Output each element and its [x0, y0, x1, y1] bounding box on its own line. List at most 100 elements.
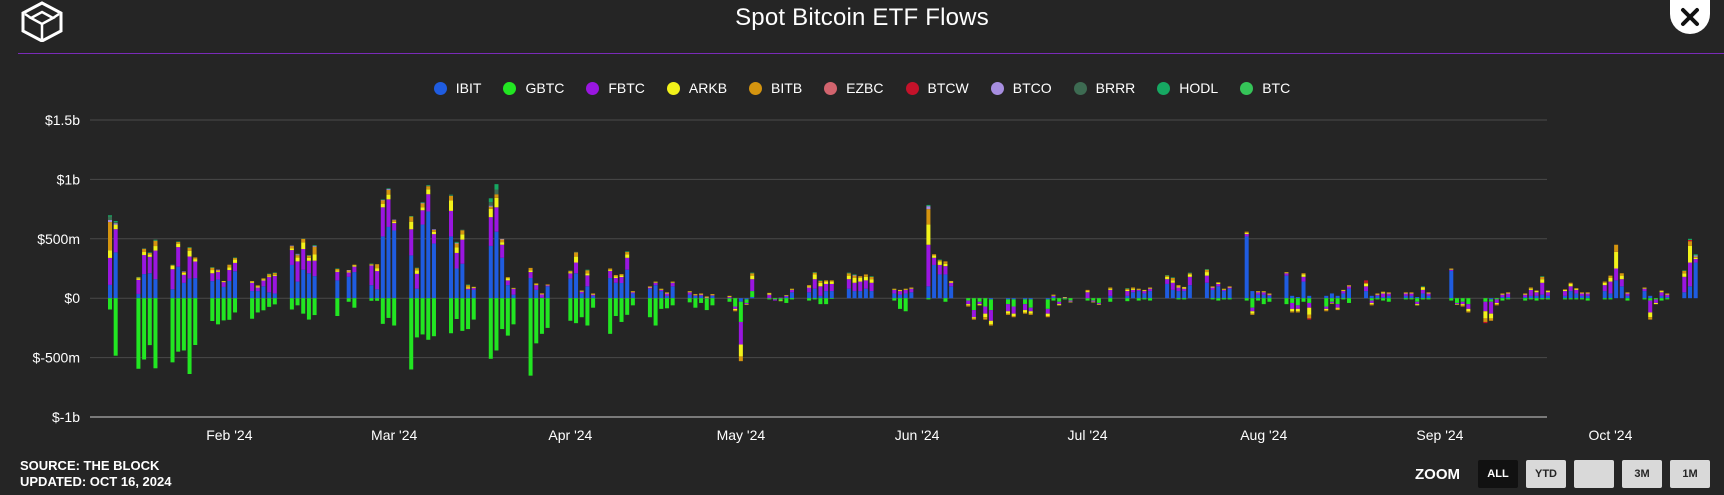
- bar-segment-arkb: [460, 234, 465, 240]
- bar-segment-bitb: [710, 294, 715, 295]
- bar-segment-btco: [1693, 255, 1698, 257]
- bar-segment-ibit: [1187, 285, 1192, 299]
- zoom-all-button[interactable]: ALL: [1478, 460, 1518, 488]
- legend-item-btco[interactable]: BTCO: [990, 80, 1052, 96]
- bar-segment-arkb: [591, 294, 596, 295]
- bar-segment-bitb: [1426, 292, 1431, 293]
- legend-label: GBTC: [525, 80, 565, 96]
- legend-item-bitb[interactable]: BITB: [749, 80, 802, 96]
- bar-segment-gbtc: [1045, 299, 1050, 309]
- bar-segment-ibit: [744, 298, 749, 300]
- bar-segment-arkb: [807, 286, 812, 288]
- bar-segment-arkb: [846, 275, 851, 280]
- bar-segment-fbtc: [1324, 306, 1329, 309]
- legend-item-gbtc[interactable]: GBTC: [503, 80, 564, 96]
- bar-segment-arkb: [1500, 294, 1505, 295]
- x-tick-label: Mar '24: [371, 427, 417, 443]
- bar-segment-fbtc: [1523, 294, 1528, 298]
- bar-segment-bitb: [187, 247, 192, 251]
- bar-segment-bitb: [863, 274, 868, 277]
- bar-segment-bitb: [1227, 286, 1232, 287]
- bar-segment-gbtc: [1545, 298, 1550, 300]
- bar-segment-ibit: [1489, 298, 1494, 300]
- bar-segment-bitb: [255, 285, 260, 287]
- bar-segment-gbtc: [352, 298, 357, 308]
- bar-segment-fbtc: [687, 292, 692, 295]
- bar-segment-arkb: [1540, 279, 1545, 283]
- bar-segment-fbtc: [778, 297, 783, 299]
- legend-item-ibit[interactable]: IBIT: [433, 80, 481, 96]
- legend-item-fbtc[interactable]: FBTC: [586, 80, 645, 96]
- bar-segment-fbtc: [1148, 288, 1153, 292]
- bar-segment-gbtc: [1506, 298, 1511, 300]
- bar-segment-arkb: [1125, 289, 1130, 292]
- bar-segment-arkb: [1324, 308, 1329, 311]
- bar-segment-ibit: [1005, 298, 1010, 300]
- bar-segment-arkb: [1091, 301, 1096, 303]
- bar-segment-bitb: [568, 270, 573, 273]
- zoom-ytd-button[interactable]: YTD: [1526, 460, 1566, 488]
- cube-logo-icon[interactable]: [18, 0, 66, 42]
- bar-segment-fbtc: [1204, 275, 1209, 283]
- bar-segment-ibit: [500, 257, 505, 299]
- bar-segment-arkb: [704, 297, 709, 298]
- legend-item-hodl[interactable]: HODL: [1157, 80, 1218, 96]
- bar-segment-ibit: [386, 226, 391, 299]
- bar-segment-fbtc: [943, 266, 948, 275]
- bar-segment-hodl: [136, 276, 141, 278]
- bar-segment-bitb: [221, 280, 226, 282]
- legend-item-ezbc[interactable]: EZBC: [824, 80, 884, 96]
- zoom-1m-button[interactable]: 1M: [1670, 460, 1710, 488]
- bar-segment-bitb: [1290, 311, 1295, 313]
- bar-segment-bitb: [1165, 275, 1170, 277]
- bar-segment-fbtc: [1693, 258, 1698, 263]
- bar-segment-gbtc: [1608, 298, 1613, 300]
- bar-segment-ibit: [414, 288, 419, 299]
- bar-segment-hodl: [176, 241, 181, 243]
- bar-segment-ibit: [1165, 283, 1170, 299]
- bar-segment-arkb: [500, 242, 505, 245]
- bar-segment-fbtc: [1346, 286, 1351, 289]
- bar-segment-arkb: [630, 291, 635, 293]
- bar-segment-ibit: [1585, 295, 1590, 299]
- bar-segment-ibit: [1381, 297, 1386, 299]
- zoom-3m-button[interactable]: 3M: [1622, 460, 1662, 488]
- bar-segment-bitb: [1023, 312, 1028, 314]
- close-button[interactable]: [1670, 0, 1710, 34]
- bar-segment-fbtc: [647, 287, 652, 289]
- bar-segment-bitb: [500, 239, 505, 243]
- bar-segment-ibit: [949, 286, 954, 299]
- bar-segment-gbtc: [1011, 299, 1016, 307]
- bar-segment-gbtc: [392, 298, 397, 326]
- bar-segment-ibit: [528, 278, 533, 299]
- bar-segment-bitb: [414, 268, 419, 271]
- legend-item-btc[interactable]: BTC: [1240, 80, 1290, 96]
- bar-segment-hodl: [449, 194, 454, 196]
- legend-item-brrr[interactable]: BRRR: [1073, 80, 1135, 96]
- bar-segment-bitb: [1136, 288, 1141, 290]
- zoom-blank-button[interactable]: [1574, 460, 1614, 488]
- legend-item-arkb[interactable]: ARKB: [666, 80, 727, 96]
- bar-segment-bitb: [988, 324, 993, 326]
- bar-segment-gbtc: [369, 298, 374, 301]
- bar-segment-fbtc: [750, 279, 755, 292]
- bar-segment-fbtc: [1085, 292, 1090, 299]
- bar-segment-arkb: [1148, 288, 1153, 289]
- bar-segment-btco: [926, 206, 931, 210]
- bar-segment-arkb: [1608, 278, 1613, 282]
- bar-segment-ibit: [1204, 282, 1209, 299]
- bar-segment-hodl: [420, 202, 425, 203]
- bar-segment-gbtc: [1489, 299, 1494, 302]
- bar-segment-ibit: [909, 292, 914, 299]
- bar-segment-arkb: [1642, 288, 1647, 289]
- legend-item-btcw[interactable]: BTCW: [905, 80, 969, 96]
- bar-segment-arkb: [1545, 291, 1550, 293]
- bar-segment-fbtc: [937, 264, 942, 275]
- bar-segment-arkb: [153, 246, 158, 251]
- bar-segment-ibit: [1125, 295, 1130, 299]
- bar-segment-arkb: [306, 257, 311, 261]
- bar-segment-bitb: [511, 287, 516, 289]
- bar-segment-arkb: [142, 251, 147, 256]
- bar-segment-gbtc: [1142, 298, 1147, 300]
- bar-segment-gbtc: [534, 298, 539, 344]
